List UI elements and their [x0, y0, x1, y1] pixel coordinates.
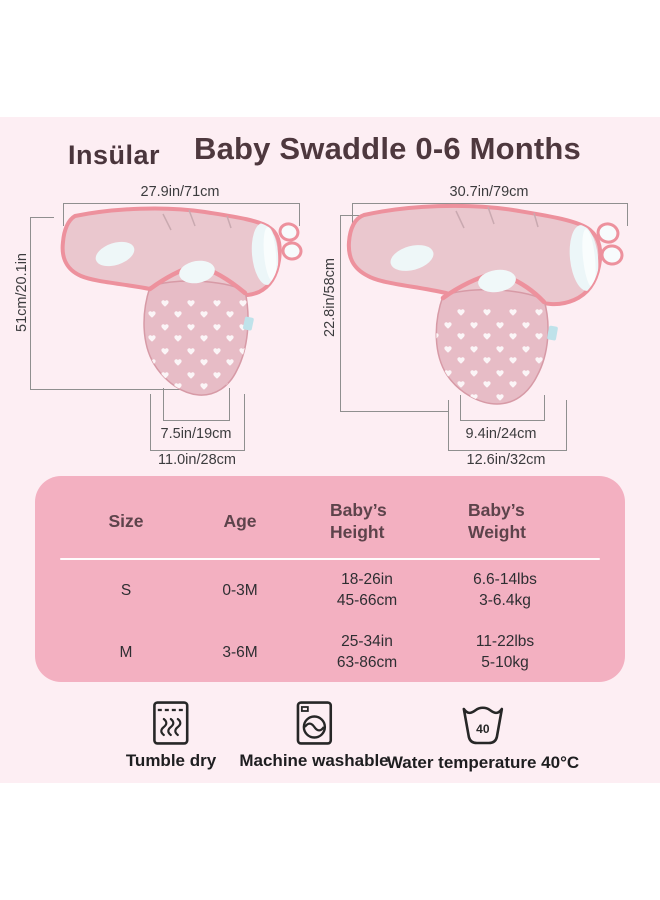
cuff-s — [251, 223, 279, 285]
dim-inner-width-s: 7.5in/19cm — [160, 426, 232, 442]
velcro-patch-s — [95, 241, 135, 267]
table-divider — [60, 558, 600, 560]
pouch-velcro-s — [179, 260, 215, 284]
cell-age: 3-6M — [222, 643, 258, 661]
fold-lines-m — [455, 206, 539, 229]
size-table: Size Age Baby’s Height Baby’s Weight S 0… — [35, 476, 625, 682]
pouch-velcro-m — [478, 269, 516, 293]
dim-bracket-inner-s — [163, 388, 230, 421]
header-size: Size — [108, 510, 144, 531]
dim-line-side-s — [30, 217, 31, 390]
dim-tick-top-m — [340, 215, 362, 216]
table-row: S 0-3M 18-26in 45-66cm 6.6-14lbs 3-6.4kg — [35, 564, 625, 616]
header-baby-height: Baby’s Height — [330, 499, 387, 542]
cell-size: S — [120, 581, 132, 599]
machine-washable-icon — [296, 701, 332, 745]
heart-pattern-s — [144, 298, 248, 396]
fold-lines-s — [162, 209, 232, 231]
dim-bracket-outer-m — [448, 400, 567, 451]
cell-weight: 6.6-14lbs 3-6.4kg — [473, 571, 537, 609]
heart-pattern-m — [436, 308, 548, 404]
dim-bracket-outer-s — [150, 394, 245, 451]
dim-top-width-s: 27.9in/71cm — [140, 184, 220, 200]
water-temperature-icon: 40 — [462, 706, 504, 745]
size-table-header: Size Age Baby’s Height Baby’s Weight — [35, 488, 625, 554]
dim-inner-width-m: 9.4in/24cm — [465, 426, 537, 442]
care-item-machine-washable: Machine washable — [239, 698, 389, 771]
cuff-m — [569, 225, 599, 291]
care-item-tumble-dry: Tumble dry — [126, 698, 216, 771]
bunny-tabs-m — [596, 222, 624, 266]
dim-bracket-inner-m — [460, 395, 545, 421]
dim-tick-bottom-m — [340, 411, 448, 412]
header-baby-weight: Baby’s Weight — [468, 499, 527, 542]
dim-tick-bottom-s — [30, 389, 187, 390]
dim-line-side-m — [340, 215, 341, 412]
bunny-tabs-s — [278, 222, 303, 261]
care-item-water-temperature: 40 Water temperature 40°C — [387, 700, 579, 773]
fabric-tag-s — [243, 316, 254, 331]
dim-bracket-top-m — [352, 203, 628, 226]
dim-top-width-m: 30.7in/79cm — [449, 184, 529, 200]
dim-side-height-s: 51cm/20.1in — [14, 253, 30, 332]
table-row: M 3-6M 25-34in 63-86cm 11-22lbs 5-10kg — [35, 626, 625, 678]
brand-logo: Insülar — [68, 140, 161, 170]
dim-outer-width-s: 11.0in/28cm — [158, 452, 236, 468]
dim-outer-width-m: 12.6in/32cm — [466, 452, 546, 468]
cell-height: 25-34in 63-86cm — [336, 633, 398, 671]
header-age: Age — [223, 510, 257, 531]
dim-side-height-m: 22.8in/58cm — [322, 258, 338, 337]
dim-tick-top-s — [30, 217, 54, 218]
cell-age: 0-3M — [222, 581, 258, 599]
cell-weight: 11-22lbs 5-10kg — [475, 633, 535, 671]
velcro-patch-m — [390, 245, 434, 271]
cell-height: 18-26in 45-66cm — [336, 571, 398, 609]
temperature-value: 40 — [476, 722, 490, 736]
fabric-tag-m — [547, 325, 558, 341]
dim-bracket-top-s — [63, 203, 300, 226]
swaddle-band-m — [346, 203, 603, 307]
swaddle-illustration-large — [346, 203, 624, 405]
swaddle-illustration-small — [60, 206, 303, 396]
cell-size: M — [119, 643, 133, 661]
page-title: Baby Swaddle 0-6 Months — [194, 131, 581, 166]
swaddle-band-s — [60, 206, 282, 298]
tumble-dry-icon — [153, 701, 189, 745]
